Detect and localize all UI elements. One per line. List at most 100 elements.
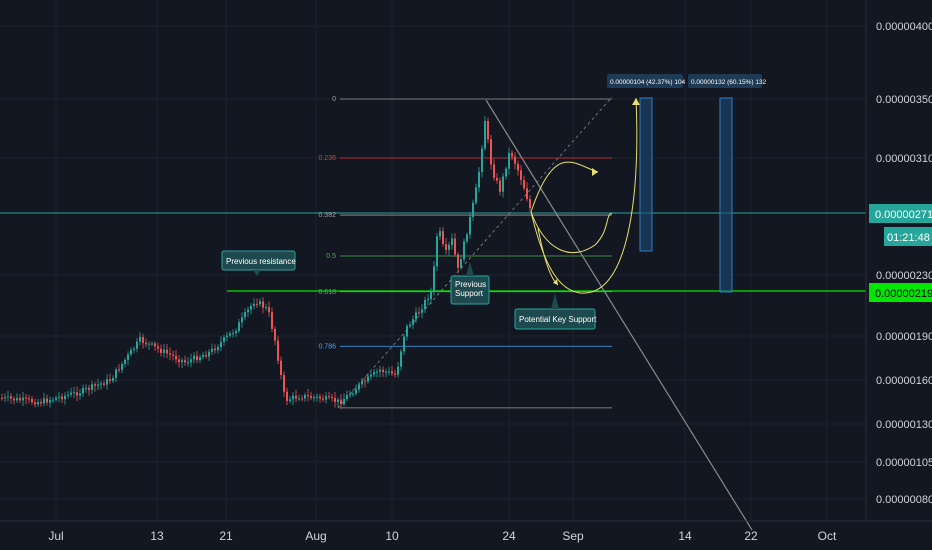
candle-body: [226, 335, 228, 338]
candle-body: [181, 360, 183, 363]
candle-body: [298, 398, 300, 400]
candle-body: [367, 376, 369, 382]
candle-body: [481, 148, 483, 172]
candle-body: [250, 305, 252, 310]
candle-body: [493, 164, 495, 178]
projection-path-c: [530, 97, 638, 294]
note-pointer-icon: [253, 270, 261, 276]
candle-body: [223, 337, 225, 342]
candle-body: [421, 309, 423, 313]
candle-body: [484, 120, 486, 149]
measure-label-1-text: 0.00000104 (42.37%) 104: [610, 79, 686, 86]
countdown-tag: [884, 227, 932, 246]
current-price-tag: [869, 204, 932, 223]
candle-body: [364, 380, 366, 382]
candle-body: [514, 156, 516, 164]
candle-body: [379, 369, 381, 372]
candle-body: [115, 369, 117, 378]
candle-body: [433, 266, 435, 292]
candle-body: [67, 394, 69, 396]
note-pointer-icon: [466, 262, 474, 276]
candle-body: [52, 399, 54, 401]
time-axis[interactable]: Jul 13 21 Aug 10 24 Sep 14 22 Oct: [48, 529, 837, 543]
candle-body: [235, 330, 237, 334]
candle-body: [325, 396, 327, 400]
candle-body: [328, 396, 330, 398]
candle-body: [199, 357, 201, 361]
price-tick-label: 0.00000310: [876, 153, 932, 165]
time-tick-label: 21: [219, 529, 233, 543]
candle-body: [151, 343, 153, 345]
candle-body: [355, 389, 357, 394]
fib-level-label: 0.786: [318, 343, 336, 350]
candle-body: [472, 202, 474, 217]
candle-body: [139, 337, 141, 342]
candle-body: [451, 238, 453, 245]
candle-body: [157, 346, 159, 349]
candle-body: [430, 291, 432, 300]
candle-body: [295, 395, 297, 399]
candle-body: [466, 234, 468, 242]
candle-body: [79, 393, 81, 396]
price-axis[interactable]: 0.00000400 0.00000350 0.00000310 0.00000230…: [876, 21, 932, 506]
candle-body: [28, 398, 30, 400]
candle-body: [529, 199, 531, 209]
candle-body: [457, 254, 459, 268]
candle-body: [313, 397, 315, 399]
candle-body: [322, 398, 324, 400]
measure-label-2: [688, 74, 762, 88]
price-tick-label: 0.00000160: [876, 375, 932, 387]
fib-level-label: 0.5: [326, 253, 336, 260]
candle-body: [166, 349, 168, 354]
candle-body: [190, 359, 192, 363]
candle-body: [13, 398, 15, 401]
candle-body: [61, 396, 63, 400]
candle-body: [499, 180, 501, 192]
candle-body: [133, 348, 135, 350]
support-price-tag: [869, 283, 932, 302]
candle-body: [187, 362, 189, 364]
candle-body: [91, 384, 93, 390]
candle-body: [169, 353, 171, 355]
candle-body: [388, 371, 390, 373]
time-tick-label: Oct: [818, 529, 837, 543]
candle-body: [121, 363, 123, 370]
arrowhead-icon: [553, 279, 558, 285]
candle-body: [475, 187, 477, 203]
price-tick-label: 0.00000190: [876, 331, 932, 343]
candle-body: [16, 398, 18, 401]
projection-path-a: [530, 211, 613, 254]
candle-body: [310, 395, 312, 398]
candle-body: [286, 391, 288, 401]
support-price-tag-text: 0.00000219: [875, 288, 932, 300]
candle-body: [277, 340, 279, 361]
candle-body: [412, 319, 414, 325]
candle-body: [361, 380, 363, 385]
candle-body: [130, 349, 132, 355]
candle-body: [145, 342, 147, 345]
candle-body: [97, 384, 99, 386]
candle-body: [100, 383, 102, 385]
candle-body: [253, 303, 255, 306]
arrowhead-icon: [632, 98, 640, 105]
downtrend-line: [485, 99, 753, 531]
candle-body: [49, 400, 51, 403]
candle-body: [316, 396, 318, 398]
candle-body: [202, 354, 204, 358]
candle-body: [142, 337, 144, 343]
candle-body: [454, 238, 456, 255]
price-tick-label: 0.00000400: [876, 21, 932, 33]
candle-body: [106, 379, 108, 385]
candle-body: [274, 328, 276, 341]
price-tick-label: 0.00000105: [876, 457, 932, 469]
candle-body: [304, 394, 306, 399]
candle-body: [376, 371, 378, 373]
candle-body: [118, 369, 120, 371]
candle-body: [469, 216, 471, 235]
candle-body: [154, 343, 156, 347]
candle-body: [463, 241, 465, 260]
candle-body: [394, 373, 396, 375]
candle-body: [508, 152, 510, 169]
time-tick-label: 22: [744, 529, 758, 543]
